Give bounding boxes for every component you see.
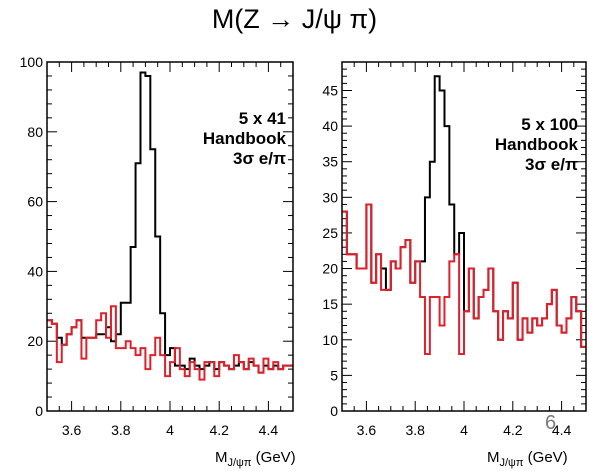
x-tick-label: 4.2 xyxy=(503,422,523,438)
x-tick-label: 3.6 xyxy=(62,422,82,438)
annotation-line: 5 x 41 xyxy=(239,109,286,128)
x-tick-label: 4.2 xyxy=(209,422,229,438)
y-tick-label: 0 xyxy=(35,403,43,419)
plot-frame xyxy=(341,61,587,412)
histogram-red-series xyxy=(342,203,586,356)
y-tick-label: 60 xyxy=(27,194,43,210)
page-number: 6 xyxy=(545,412,557,434)
x-tick-label: 3.8 xyxy=(405,422,425,438)
y-tick-label: 100 xyxy=(20,54,44,70)
y-tick-label: 45 xyxy=(322,82,338,98)
x-tick-label: 4 xyxy=(166,422,174,438)
x-tick-label: 4.4 xyxy=(552,422,572,438)
y-tick-label: 25 xyxy=(322,225,338,241)
chart-panel-left: 3.6 3.8 4 4.2 4.4 0 20 40 60 80 100 5 x 41Handbook3… xyxy=(20,54,296,469)
y-tick-label: 40 xyxy=(322,118,338,134)
y-tick-label: 15 xyxy=(322,296,338,312)
x-tick-label: 3.6 xyxy=(357,422,377,438)
y-tick-label: 0 xyxy=(330,403,338,419)
page-title: M(Z → J/ψ π) xyxy=(211,4,378,34)
annotation-line: Handbook xyxy=(495,135,579,154)
histogram-red-series xyxy=(47,305,293,381)
x-tick-label: 4 xyxy=(460,422,468,438)
x-tick-label: 3.8 xyxy=(111,422,131,438)
annotation-line: Handbook xyxy=(203,129,287,148)
x-axis-label: MJ/ψπ (GeV) xyxy=(487,449,568,469)
y-tick-label: 80 xyxy=(27,124,43,140)
y-tick-label: 10 xyxy=(322,332,338,348)
x-axis-label: MJ/ψπ (GeV) xyxy=(215,449,296,469)
y-tick-label: 20 xyxy=(27,333,43,349)
y-tick-label: 40 xyxy=(27,263,43,279)
x-tick-label: 4.4 xyxy=(259,422,279,438)
y-tick-label: 30 xyxy=(322,189,338,205)
annotation-line: 3σ e/π xyxy=(525,155,578,174)
plot-frame xyxy=(46,61,294,412)
y-tick-label: 20 xyxy=(322,261,338,277)
chart-panel-right: 3.6 3.8 4 4.2 4.4 0 5 10 15 20 25 30 35 40 45 5 x 100Ha… xyxy=(322,61,587,469)
annotation-line: 3σ e/π xyxy=(233,149,286,168)
y-tick-label: 35 xyxy=(322,154,338,170)
annotation-line: 5 x 100 xyxy=(521,115,578,134)
y-tick-label: 5 xyxy=(330,367,338,383)
